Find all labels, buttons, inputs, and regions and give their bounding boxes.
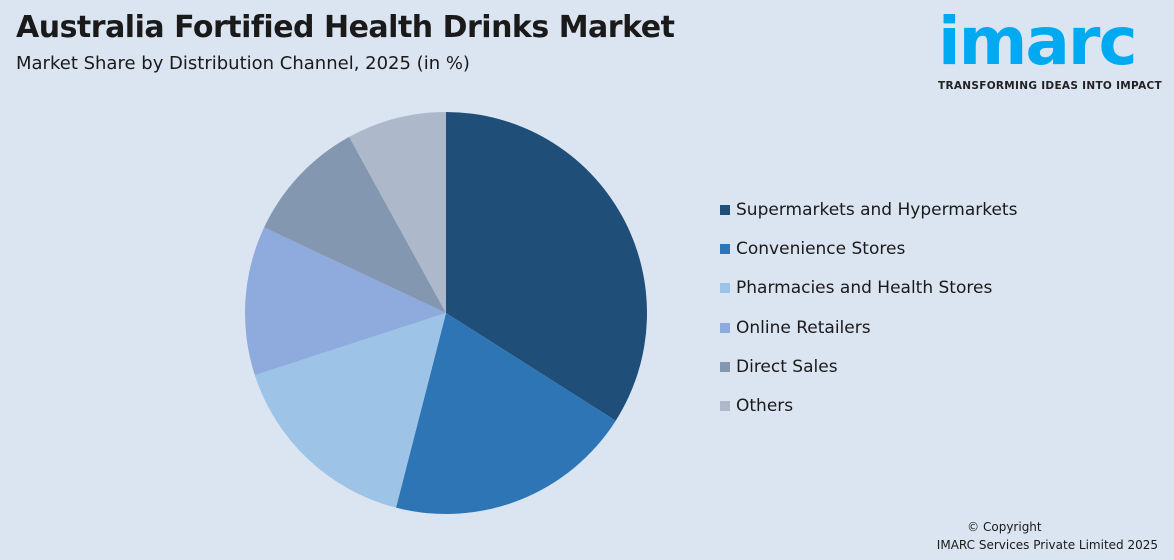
copyright: © Copyright IMARC Services Private Limit… <box>937 518 1158 554</box>
legend-item: Supermarkets and Hypermarkets <box>720 190 1017 229</box>
legend-swatch <box>720 283 730 294</box>
legend-label: Direct Sales <box>736 356 838 377</box>
pie-slice-supermarkets-and-hypermarkets <box>446 112 647 421</box>
legend-swatch <box>720 204 730 215</box>
legend-label: Supermarkets and Hypermarkets <box>736 199 1018 220</box>
legend-swatch <box>720 322 730 333</box>
legend-item: Pharmacies and Health Stores <box>720 269 1017 308</box>
legend-item: Convenience Stores <box>720 229 1017 268</box>
pie-slice-pharmacies-and-health-stores <box>254 313 446 508</box>
copyright-label: © Copyright <box>967 520 1042 534</box>
pie-slice-online-retailers <box>244 227 446 376</box>
legend-label: Convenience Stores <box>736 238 906 259</box>
pie-slice-convenience-stores <box>396 313 616 514</box>
imarc-logo: imarc TRANSFORMING IDEAS INTO IMPACT <box>938 3 1166 93</box>
legend-item: Online Retailers <box>720 308 1017 347</box>
legend-label: Pharmacies and Health Stores <box>736 278 993 299</box>
chart-subtitle: Market Share by Distribution Channel, 20… <box>16 53 470 74</box>
legend-label: Others <box>736 396 794 417</box>
legend-swatch <box>720 361 730 372</box>
logo-tagline: TRANSFORMING IDEAS INTO IMPACT <box>938 80 1162 92</box>
pie-slice-others <box>349 112 446 313</box>
legend-swatch <box>720 401 730 412</box>
copyright-company: IMARC Services Private Limited 2025 <box>936 538 1158 552</box>
legend-swatch <box>720 243 730 254</box>
legend-item: Others <box>720 386 1017 425</box>
logo-word: imarc <box>938 3 1138 80</box>
chart-title: Australia Fortified Health Drinks Market <box>16 10 675 45</box>
pie-slice-direct-sales <box>264 136 446 313</box>
legend: Supermarkets and Hypermarkets Convenience… <box>720 190 1017 426</box>
legend-label: Online Retailers <box>736 317 871 338</box>
legend-item: Direct Sales <box>720 347 1017 386</box>
